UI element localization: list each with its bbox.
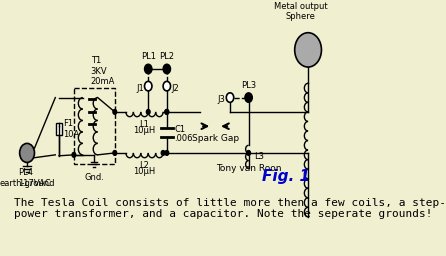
Text: The Tesla Coil consists of little more then a few coils, a step-up
power transfo: The Tesla Coil consists of little more t… bbox=[14, 198, 446, 219]
Circle shape bbox=[163, 64, 170, 74]
Circle shape bbox=[226, 93, 234, 102]
Text: Spark Gap: Spark Gap bbox=[192, 134, 239, 143]
FancyBboxPatch shape bbox=[56, 123, 62, 135]
Circle shape bbox=[161, 151, 165, 155]
Circle shape bbox=[72, 153, 76, 157]
Text: Gnd.: Gnd. bbox=[84, 173, 104, 182]
Circle shape bbox=[163, 81, 170, 91]
Circle shape bbox=[165, 110, 169, 114]
Circle shape bbox=[165, 151, 169, 155]
Text: PL2: PL2 bbox=[159, 52, 174, 61]
Circle shape bbox=[247, 151, 251, 155]
Text: earth-ground: earth-ground bbox=[0, 179, 55, 188]
Circle shape bbox=[245, 93, 252, 102]
Text: L2: L2 bbox=[140, 161, 149, 169]
Text: PL3: PL3 bbox=[241, 81, 256, 90]
Circle shape bbox=[113, 151, 117, 155]
Text: Tony van Roon: Tony van Roon bbox=[216, 164, 281, 173]
Text: PL4
117VAC: PL4 117VAC bbox=[18, 168, 51, 188]
Text: T1
3KV
20mA: T1 3KV 20mA bbox=[91, 56, 115, 86]
Text: F1
10A: F1 10A bbox=[63, 119, 80, 139]
Text: Metal output
Sphere: Metal output Sphere bbox=[274, 2, 327, 21]
Text: L1: L1 bbox=[140, 120, 149, 129]
Circle shape bbox=[113, 110, 117, 114]
Circle shape bbox=[165, 110, 169, 114]
Text: C1: C1 bbox=[174, 125, 186, 134]
Text: J3: J3 bbox=[217, 95, 225, 104]
Text: 10μH: 10μH bbox=[133, 126, 156, 135]
Text: PL1: PL1 bbox=[141, 52, 156, 61]
Circle shape bbox=[145, 64, 152, 74]
Text: Fig. 1: Fig. 1 bbox=[262, 169, 310, 184]
Text: 10μH: 10μH bbox=[133, 167, 156, 176]
Circle shape bbox=[146, 110, 150, 114]
Text: .006: .006 bbox=[174, 134, 193, 143]
Text: L3: L3 bbox=[254, 152, 264, 161]
Circle shape bbox=[20, 143, 34, 163]
Circle shape bbox=[295, 33, 322, 67]
Text: J2: J2 bbox=[171, 83, 179, 92]
Text: J1: J1 bbox=[136, 83, 144, 92]
Circle shape bbox=[145, 81, 152, 91]
